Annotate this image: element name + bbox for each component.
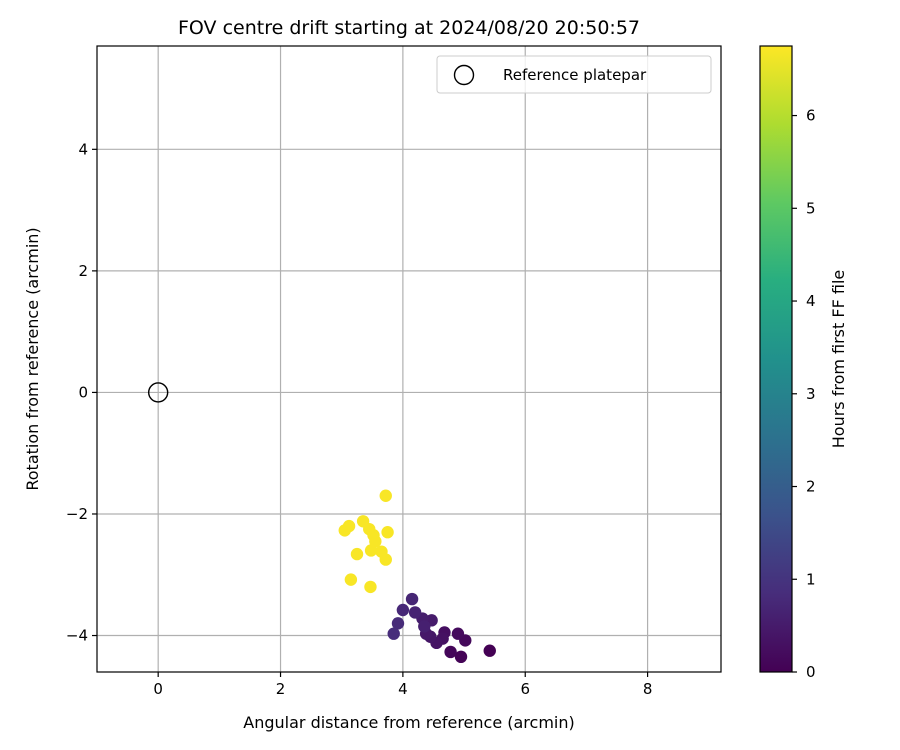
colorbar-label: Hours from first FF file	[829, 270, 848, 449]
x-tick-label: 0	[153, 680, 163, 698]
reference-platepar-marker	[147, 382, 169, 403]
y-tick-label: 2	[78, 262, 88, 280]
data-point	[350, 547, 364, 561]
data-points	[338, 489, 496, 664]
reference-layer	[147, 382, 169, 403]
data-point	[451, 627, 465, 640]
legend-label-reference: Reference platepar	[503, 66, 647, 84]
data-point	[356, 515, 370, 528]
y-tick-label: −2	[66, 505, 88, 523]
colorbar-tick-label: 0	[806, 663, 816, 681]
data-point	[408, 606, 422, 619]
data-point	[375, 545, 388, 558]
data-point	[342, 519, 356, 533]
x-axis-ticks: 0 2 4 6 8	[153, 672, 652, 698]
plot-frame	[96, 45, 722, 673]
data-point	[444, 645, 457, 659]
x-tick-label: 6	[520, 680, 530, 698]
data-point	[387, 627, 400, 640]
data-point	[454, 650, 468, 664]
data-point	[391, 617, 405, 630]
x-axis-label: Angular distance from reference (arcmin)	[243, 713, 574, 732]
grid	[97, 46, 721, 672]
chart-title: FOV centre drift starting at 2024/08/20 …	[178, 17, 640, 39]
legend: Reference platepar	[436, 55, 712, 94]
colorbar-tick-label: 2	[806, 478, 816, 496]
colorbar-tick-label: 3	[806, 385, 816, 403]
data-point	[483, 644, 496, 657]
y-axis-ticks: −4 −2 0 2 4	[66, 140, 97, 645]
colorbar-gradient	[759, 45, 793, 673]
data-point	[405, 592, 419, 606]
x-tick-label: 4	[398, 680, 408, 698]
legend-box	[436, 55, 712, 94]
colorbar-tick-label: 1	[806, 570, 816, 588]
colorbar-tick-label: 6	[806, 107, 816, 125]
x-tick-label: 8	[643, 680, 653, 698]
colorbar-tick-label: 5	[806, 199, 816, 217]
y-axis-label: Rotation from reference (arcmin)	[23, 227, 42, 490]
y-tick-label: 4	[78, 140, 88, 158]
data-point	[418, 620, 431, 633]
data-point	[344, 573, 358, 586]
legend-reference-marker	[453, 64, 475, 86]
data-point	[379, 489, 392, 502]
data-point	[381, 526, 394, 539]
colorbar: 0 1 2 3 4 5 6 Hours from first FF file	[759, 45, 848, 681]
x-tick-label: 2	[276, 680, 286, 698]
colorbar-ticks: 0 1 2 3 4 5 6	[792, 107, 816, 681]
y-tick-label: 0	[78, 383, 88, 401]
data-point	[364, 580, 377, 594]
data-point	[396, 603, 410, 617]
y-tick-label: −4	[66, 627, 88, 645]
colorbar-tick-label: 4	[806, 292, 816, 310]
